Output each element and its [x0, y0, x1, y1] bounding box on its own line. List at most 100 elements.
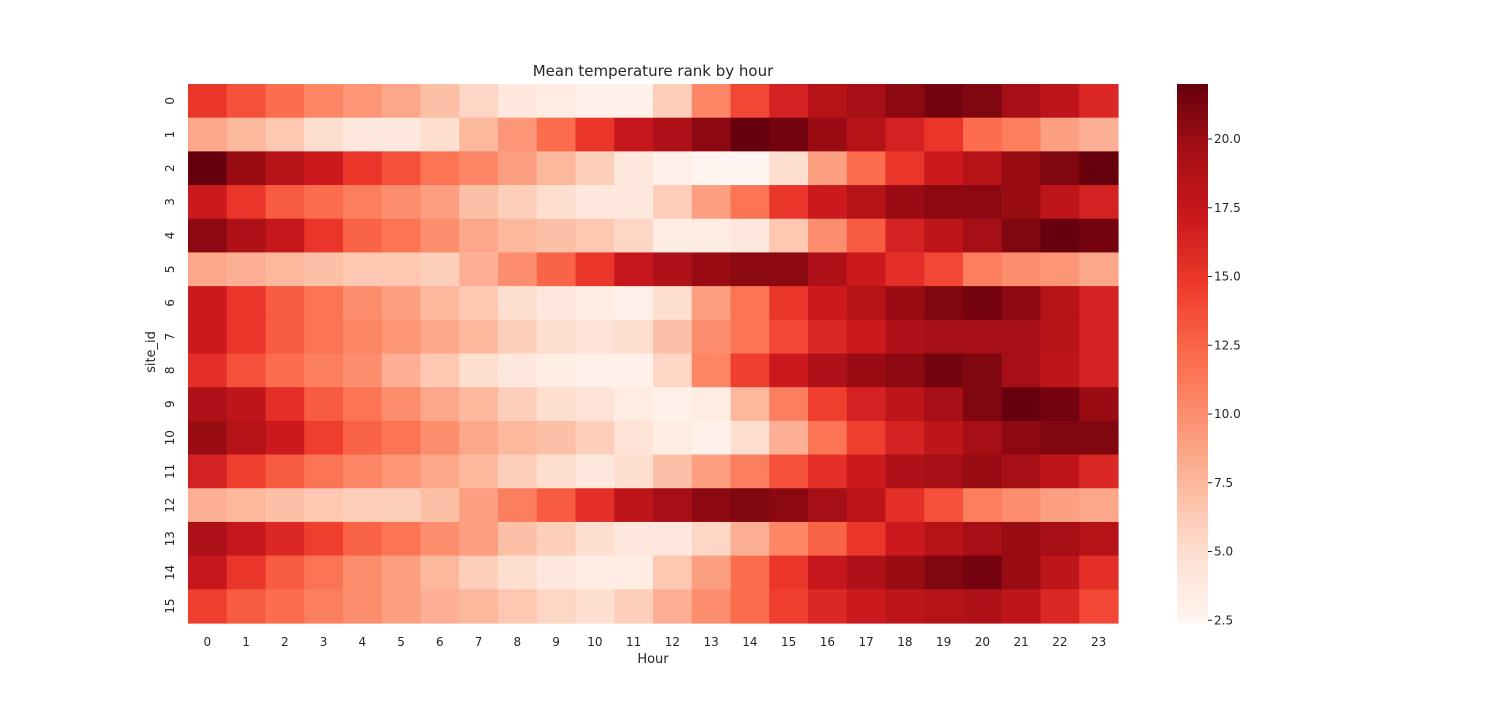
- heatmap-cell: [304, 252, 344, 287]
- heatmap-cell: [730, 185, 770, 220]
- heatmap-cell: [963, 286, 1003, 321]
- heatmap-cell: [846, 185, 887, 220]
- heatmap-cell: [1001, 353, 1042, 388]
- heatmap-cell: [381, 117, 422, 152]
- heatmap-cell: [885, 151, 925, 186]
- heatmap-cell: [226, 353, 267, 388]
- heatmap-cell: [691, 555, 732, 590]
- heatmap-cell: [963, 387, 1003, 422]
- heatmap-cell: [614, 117, 654, 152]
- heatmap-cell: [226, 555, 267, 590]
- heatmap-cell: [846, 252, 887, 287]
- heatmap-cell: [885, 521, 925, 557]
- heatmap-cell: [304, 151, 344, 186]
- heatmap-cell: [614, 353, 654, 388]
- heatmap-cell: [924, 218, 964, 254]
- y-tick-label: 15: [163, 599, 177, 614]
- heatmap-cell: [536, 420, 577, 456]
- y-tick-label: 0: [163, 97, 177, 105]
- heatmap-cell: [1079, 252, 1119, 287]
- heatmap-cell: [1040, 252, 1080, 287]
- colorbar-tick-label: 20.0: [1214, 132, 1241, 146]
- heatmap-cell: [769, 521, 809, 557]
- heatmap-cell: [265, 319, 305, 355]
- heatmap-cell: [536, 151, 577, 186]
- heatmap-cell: [769, 488, 809, 523]
- heatmap-cell: [963, 151, 1003, 186]
- x-tick-label: 1: [242, 635, 250, 649]
- heatmap-cell: [498, 555, 538, 590]
- heatmap-cell: [1079, 319, 1119, 355]
- heatmap-cell: [614, 420, 654, 456]
- heatmap-cell: [459, 252, 499, 287]
- heatmap-cell: [808, 589, 848, 624]
- heatmap-cell: [1079, 84, 1119, 119]
- heatmap-cell: [808, 218, 848, 254]
- heatmap-cell: [304, 286, 344, 321]
- heatmap-cell: [459, 488, 499, 523]
- heatmap-cell: [226, 151, 267, 186]
- heatmap-cell: [1001, 555, 1042, 590]
- heatmap-cell: [536, 387, 577, 422]
- heatmap-cell: [924, 387, 964, 422]
- chart-title: Mean temperature rank by hour: [533, 62, 774, 80]
- x-tick-label: 4: [359, 635, 367, 649]
- heatmap-cell: [536, 185, 577, 220]
- heatmap-cell: [808, 488, 848, 523]
- x-tick-label: 22: [1052, 635, 1067, 649]
- heatmap-cell: [1079, 589, 1119, 624]
- heatmap-cell: [963, 454, 1003, 489]
- heatmap-cell: [188, 488, 228, 523]
- heatmap-cell: [459, 286, 499, 321]
- heatmap-cell: [459, 521, 499, 557]
- heatmap-cell: [691, 286, 732, 321]
- heatmap-cell: [846, 420, 887, 456]
- heatmap-cell: [498, 319, 538, 355]
- y-tick-label: 8: [163, 367, 177, 375]
- heatmap-cell: [381, 151, 422, 186]
- heatmap-cell: [459, 84, 499, 119]
- heatmap-cell: [963, 521, 1003, 557]
- colorbar-tick-label: 7.5: [1214, 476, 1233, 490]
- heatmap-cell: [575, 319, 615, 355]
- x-tick-label: 23: [1091, 635, 1106, 649]
- x-tick-label: 5: [397, 635, 405, 649]
- heatmap-cell: [304, 185, 344, 220]
- heatmap-cell: [420, 555, 460, 590]
- heatmap-cell: [304, 84, 344, 119]
- heatmap-cell: [381, 218, 422, 254]
- heatmap-cell: [226, 454, 267, 489]
- heatmap-cell: [343, 117, 383, 152]
- heatmap-cell: [304, 353, 344, 388]
- heatmap-cell: [498, 117, 538, 152]
- heatmap-cell: [846, 387, 887, 422]
- heatmap-cell: [963, 218, 1003, 254]
- heatmap-cell: [1040, 488, 1080, 523]
- heatmap-cell: [459, 454, 499, 489]
- heatmap-cell: [1079, 488, 1119, 523]
- heatmap-cell: [420, 521, 460, 557]
- heatmap-cell: [575, 454, 615, 489]
- heatmap-cell: [226, 185, 267, 220]
- heatmap-cell: [1040, 555, 1080, 590]
- heatmap-cell: [265, 185, 305, 220]
- heatmap-cell: [188, 84, 228, 119]
- heatmap-cell: [343, 555, 383, 590]
- heatmap-cell: [575, 286, 615, 321]
- heatmap-cell: [420, 387, 460, 422]
- heatmap-cell: [575, 589, 615, 624]
- heatmap-cell: [1001, 589, 1042, 624]
- heatmap-cell: [846, 84, 887, 119]
- heatmap-cell: [343, 218, 383, 254]
- heatmap-cell: [459, 589, 499, 624]
- heatmap-cell: [381, 589, 422, 624]
- heatmap-cell: [808, 319, 848, 355]
- heatmap-cell: [885, 454, 925, 489]
- y-tick-label: 14: [163, 565, 177, 580]
- heatmap-cell: [1040, 286, 1080, 321]
- heatmap-cell: [536, 555, 577, 590]
- heatmap-cell: [188, 521, 228, 557]
- heatmap-cell: [188, 319, 228, 355]
- heatmap-cell: [963, 420, 1003, 456]
